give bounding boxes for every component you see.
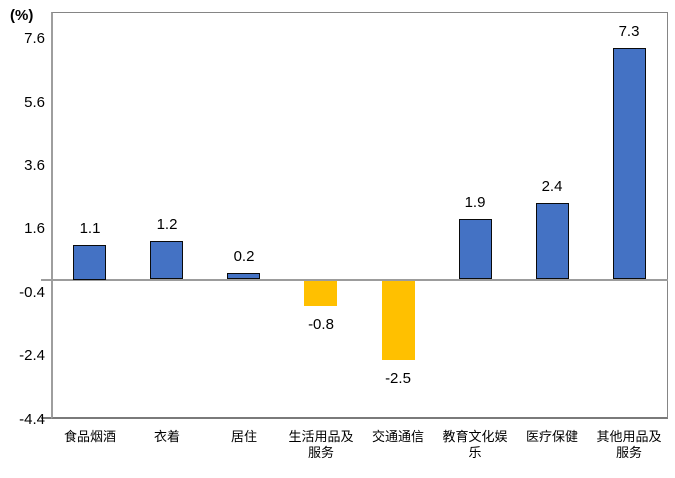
bar-8: [613, 48, 646, 279]
bar-4: [304, 281, 337, 306]
x-axis-category-label: 居住: [230, 429, 257, 444]
bottom-axis-tick: [41, 417, 51, 419]
data-label: -0.8: [308, 316, 334, 333]
y-tick-label: -2.4: [19, 347, 45, 364]
y-axis-unit-label: (%): [10, 7, 34, 24]
y-tick-label: 1.6: [24, 220, 45, 237]
bar-7: [536, 203, 569, 279]
data-label: -2.5: [385, 370, 411, 387]
y-tick-label: 3.6: [24, 157, 45, 174]
bar-6: [459, 219, 492, 279]
x-axis-category-label: 交通通信: [371, 429, 424, 444]
bar-2: [150, 241, 183, 279]
data-label: 1.2: [156, 216, 178, 233]
data-label: 7.3: [618, 23, 640, 40]
zero-axis-line: [41, 279, 668, 281]
bar-3: [227, 273, 260, 279]
x-axis-category-label: 生活用品及 服务: [288, 429, 354, 460]
data-label: 1.9: [464, 194, 486, 211]
data-label: 2.4: [541, 178, 563, 195]
data-label: 0.2: [233, 248, 255, 265]
y-tick-label: 5.6: [24, 94, 45, 111]
x-axis-category-label: 其他用品及 服务: [596, 429, 662, 460]
x-axis-category-label: 衣着: [153, 429, 180, 444]
x-axis-category-label: 教育文化娱 乐: [442, 429, 508, 460]
y-tick-label: -4.4: [19, 411, 45, 428]
y-tick-label: 7.6: [24, 30, 45, 47]
bar-5: [382, 281, 415, 360]
data-label: 1.1: [79, 220, 101, 237]
x-axis-category-label: 食品烟酒: [63, 429, 116, 444]
x-axis-category-label: 医疗保健: [525, 429, 578, 444]
bar-1: [73, 245, 106, 280]
y-tick-label: -0.4: [19, 284, 45, 301]
